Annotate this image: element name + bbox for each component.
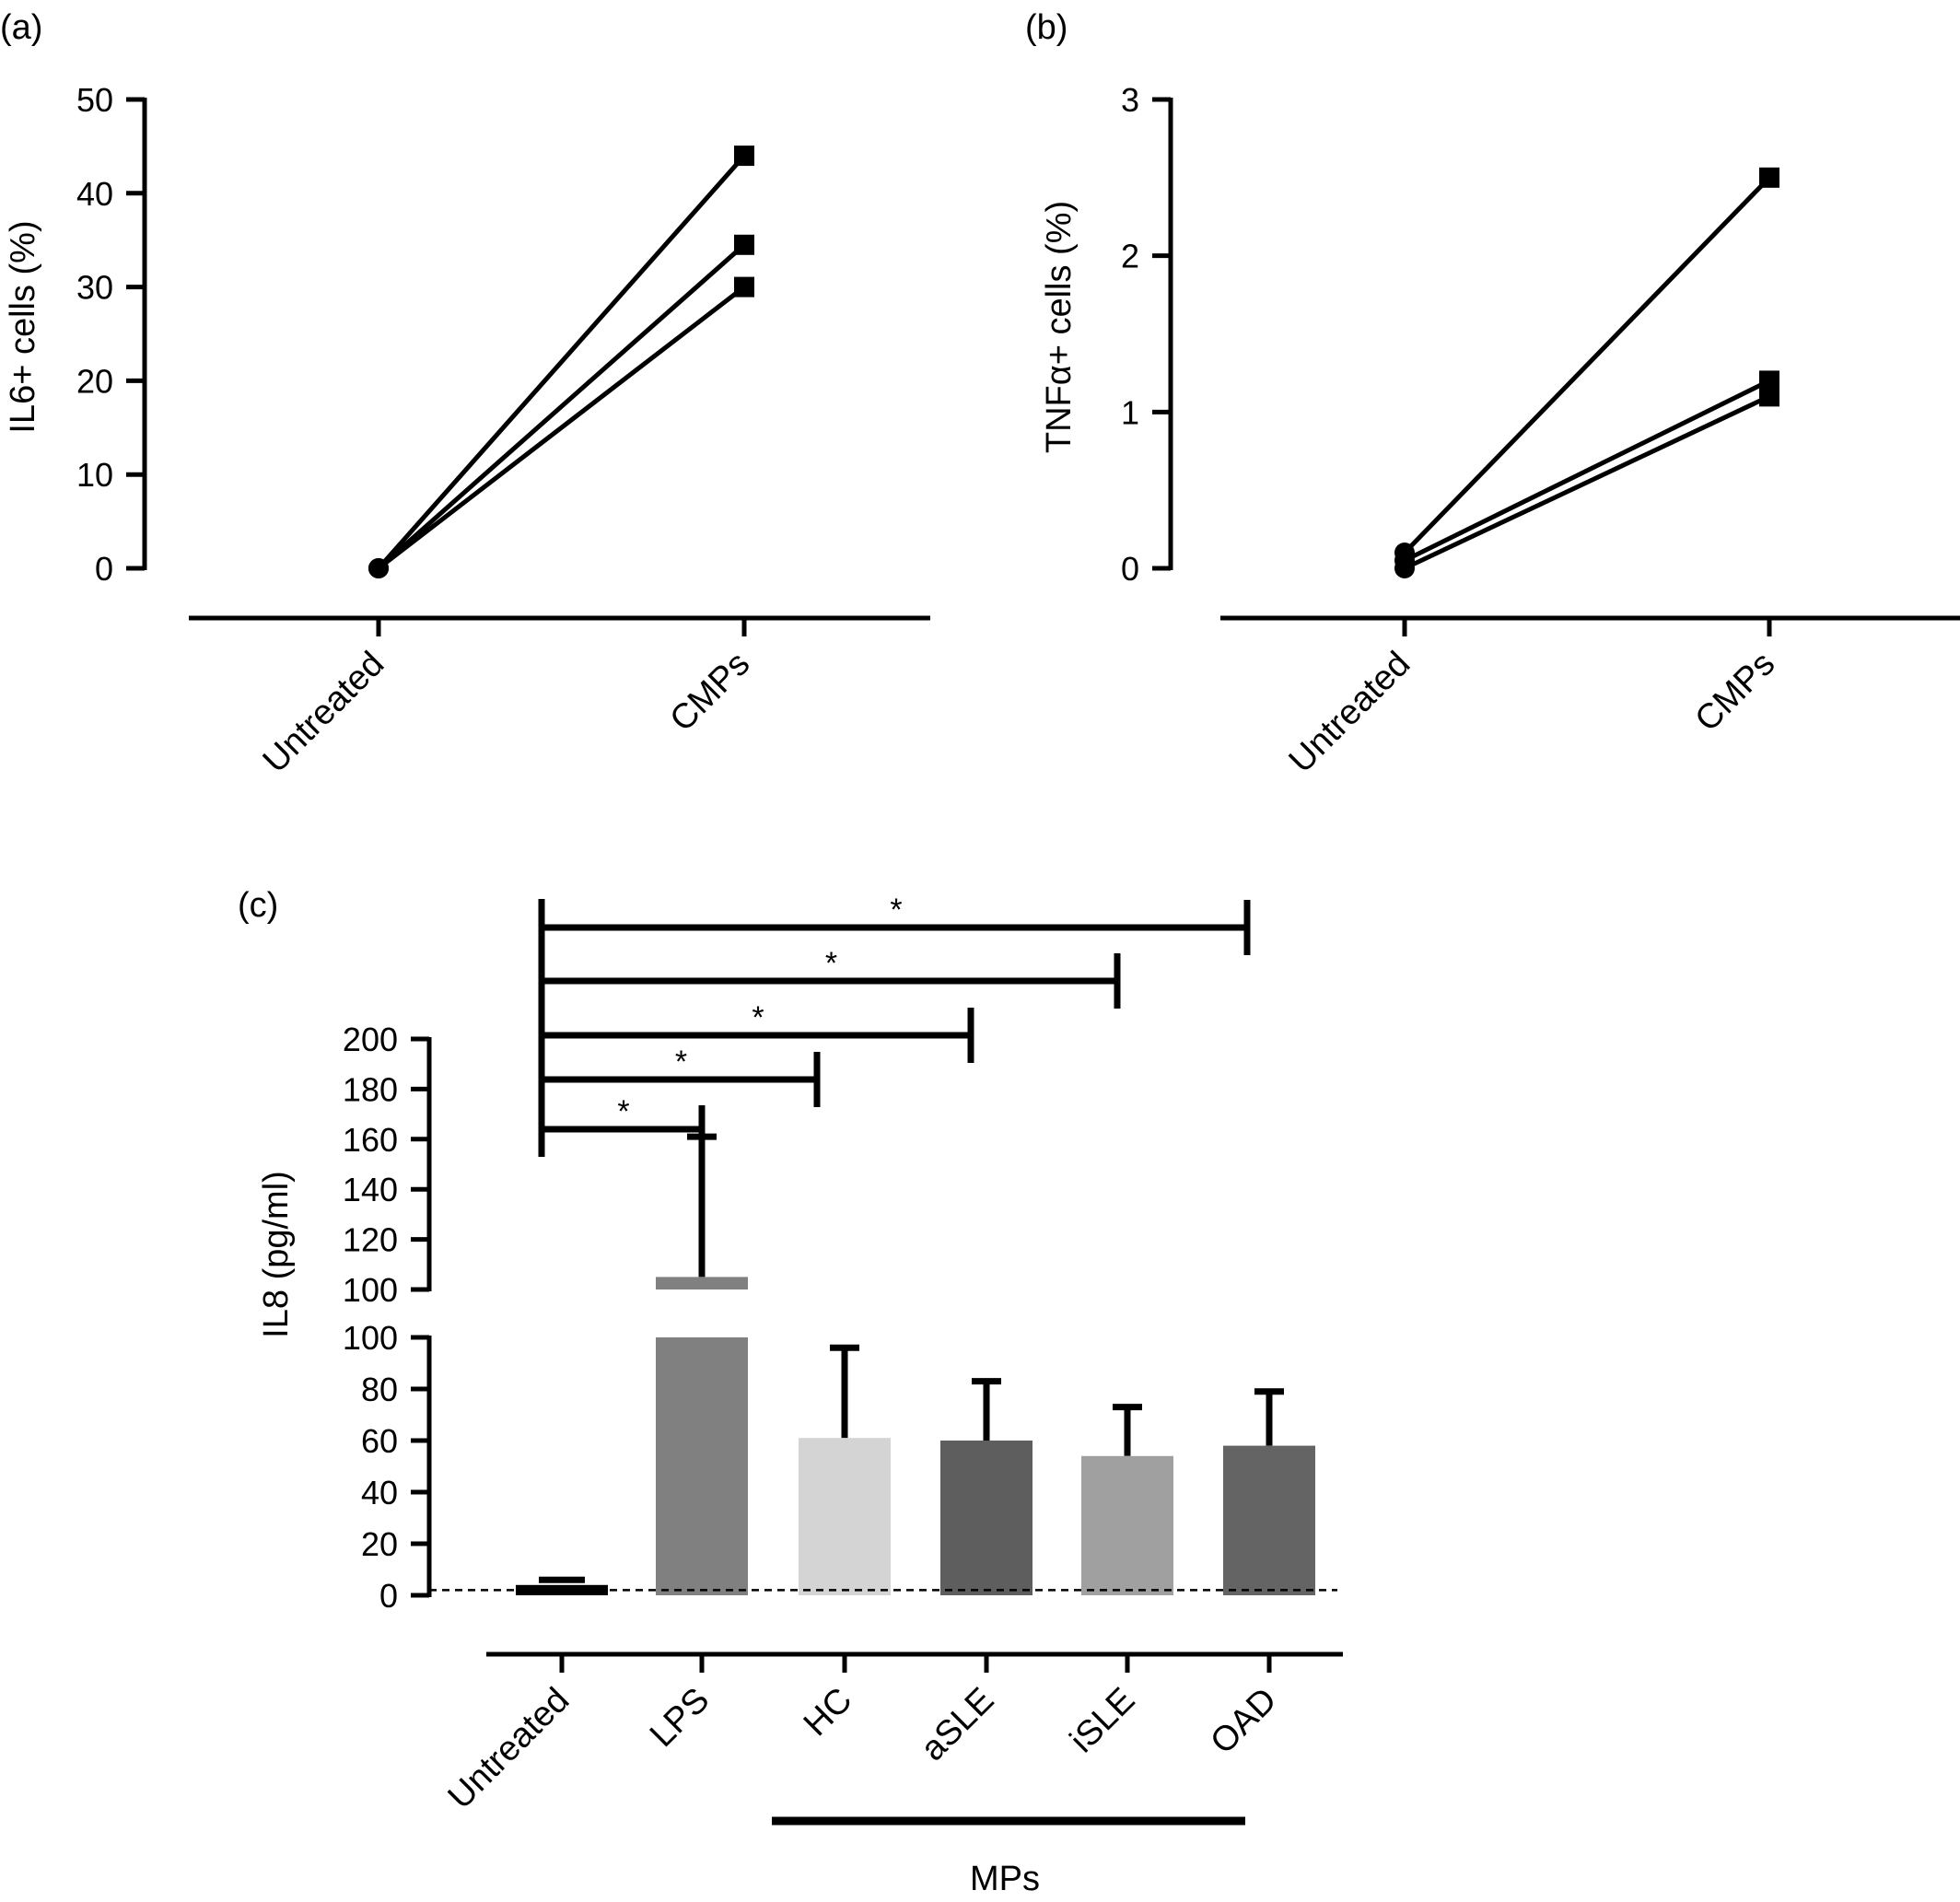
- c-x-tick-label: LPS: [643, 1681, 717, 1755]
- c-x-tick-label: aSLE: [914, 1681, 1001, 1768]
- a-point-cmps: [734, 146, 754, 167]
- a-y-tick-label: 20: [76, 362, 113, 400]
- c-bar-upper-part: [656, 1277, 748, 1289]
- a-point-cmps: [734, 234, 754, 255]
- b-x-tick-label: Untreated: [1282, 645, 1418, 781]
- b-point-cmps: [1759, 386, 1779, 407]
- a-series-line: [377, 242, 746, 570]
- c-bar: [1081, 1455, 1173, 1595]
- c-y-tick-label-lower: 80: [361, 1371, 398, 1408]
- c-y-tick-label-lower: 0: [379, 1577, 398, 1615]
- mps-group-label: MPs: [970, 1860, 1040, 1898]
- a-y-tick-label: 0: [95, 550, 113, 588]
- b-y-tick-label: 0: [1121, 550, 1139, 588]
- c-y-tick-label-upper: 140: [343, 1171, 398, 1208]
- b-series-line: [1403, 176, 1771, 554]
- panel-a-series: [368, 146, 754, 578]
- b-x-tick-label: CMPs: [1688, 645, 1783, 740]
- c-y-tick-label-lower: 40: [361, 1474, 398, 1511]
- c-y-tick-label-lower: 20: [361, 1525, 398, 1563]
- a-series-line: [377, 154, 746, 570]
- c-y-tick-label-upper: 160: [343, 1121, 398, 1159]
- c-x-tick-label: OAD: [1203, 1681, 1284, 1762]
- c-y-tick-label-upper: 200: [343, 1021, 398, 1058]
- a-y-tick-label: 10: [76, 456, 113, 494]
- c-x-tick-label: HC: [797, 1681, 860, 1744]
- b-y-tick-label: 2: [1121, 238, 1139, 275]
- a-y-tick-label: 50: [76, 81, 113, 119]
- panel-b-line-chart: (b) TNFα+ cells (%) 0 1 2 3 Untreated CMPs: [1025, 8, 1960, 780]
- c-sig-star: *: [752, 1000, 764, 1035]
- b-series-line: [1403, 394, 1771, 571]
- b-y-tick-label: 1: [1121, 393, 1139, 431]
- c-y-tick-label-lower: 60: [361, 1422, 398, 1460]
- b-y-tick-label: 3: [1121, 81, 1139, 119]
- panel-a-line-chart: (a) IL6+ cells (%) 0 10 20 30 40 50 Untreated C…: [0, 8, 930, 780]
- c-y-tick-label-lower: 100: [343, 1319, 398, 1357]
- a-y-tick-label: 30: [76, 269, 113, 307]
- b-series-line: [1403, 379, 1771, 563]
- c-y-tick-label-upper: 180: [343, 1070, 398, 1108]
- c-sig-star: *: [675, 1044, 687, 1079]
- a-series-line: [377, 285, 746, 570]
- c-sig-star: *: [890, 893, 902, 928]
- panel-b-letter: (b): [1025, 8, 1068, 47]
- b-point-cmps: [1759, 370, 1779, 391]
- c-y-tick-label-upper: 120: [343, 1221, 398, 1259]
- panel-c-y-axis-label: IL8 (pg/ml): [257, 1171, 296, 1338]
- a-point-untreated: [368, 558, 389, 578]
- a-x-tick-label: CMPs: [663, 645, 758, 740]
- panel-c-bars: [429, 1133, 1337, 1595]
- panel-a-y-axis-label: IL6+ cells (%): [4, 220, 42, 433]
- panel-c-significance: * * * * *: [538, 893, 1251, 1157]
- b-point-cmps: [1759, 167, 1779, 188]
- b-point-untreated: [1394, 558, 1415, 578]
- c-sig-star: *: [825, 946, 837, 981]
- panel-a-letter: (a): [0, 8, 42, 47]
- c-x-tick-label: iSLE: [1063, 1681, 1142, 1760]
- c-y-tick-label-upper: 100: [343, 1271, 398, 1309]
- panel-b-axes: 0 1 2 3 Untreated CMPs: [1121, 81, 1960, 780]
- panel-b-y-axis-label: TNFα+ cells (%): [1040, 201, 1079, 453]
- c-bar: [799, 1438, 891, 1595]
- panel-c-bar-chart: (c) IL8 (pg/ml) 0 20 40 60 80 100 100 120 140 160…: [238, 886, 1343, 1898]
- panel-b-series: [1394, 167, 1779, 578]
- c-bar-lower-part: [656, 1337, 748, 1595]
- c-sig-star: *: [617, 1094, 629, 1129]
- c-bar: [1223, 1445, 1315, 1595]
- c-bar: [940, 1441, 1032, 1595]
- c-x-tick-label: Untreated: [441, 1681, 578, 1817]
- a-point-cmps: [734, 276, 754, 298]
- a-y-tick-label: 40: [76, 175, 113, 213]
- panel-c-letter: (c): [238, 886, 278, 925]
- a-x-tick-label: Untreated: [256, 645, 392, 781]
